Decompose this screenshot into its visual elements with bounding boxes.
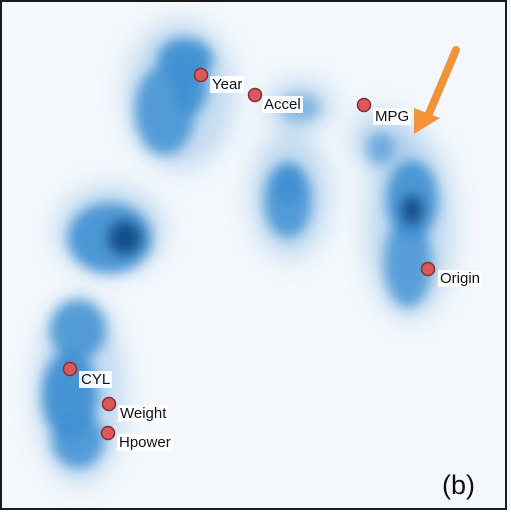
marker-weight bbox=[101, 396, 117, 412]
variable-markers bbox=[62, 67, 436, 441]
marker-cyl bbox=[62, 361, 78, 377]
label-hpower: Hpower bbox=[117, 434, 173, 451]
density-cluster bbox=[384, 217, 432, 307]
marker-origin bbox=[420, 261, 436, 277]
label-origin: Origin bbox=[438, 270, 483, 287]
marker-hpower bbox=[100, 425, 116, 441]
density-cluster bbox=[400, 194, 424, 226]
density-cluster bbox=[274, 165, 302, 205]
figure-border bbox=[0, 0, 507, 510]
marker-mpg bbox=[356, 97, 372, 113]
marker-year bbox=[193, 67, 209, 83]
density-cluster bbox=[50, 300, 106, 360]
label-year: Year bbox=[210, 76, 245, 93]
density-cluster bbox=[107, 220, 143, 256]
panel-label: (b) bbox=[442, 470, 475, 500]
label-weight: Weight bbox=[118, 405, 169, 422]
label-accel: Accel bbox=[262, 96, 303, 113]
density-cluster bbox=[366, 132, 394, 164]
label-mpg: MPG bbox=[373, 108, 412, 125]
marker-accel bbox=[247, 87, 263, 103]
density-cluster bbox=[52, 412, 104, 468]
orange-arrow-icon bbox=[414, 46, 460, 134]
label-cyl: CYL bbox=[79, 371, 113, 388]
